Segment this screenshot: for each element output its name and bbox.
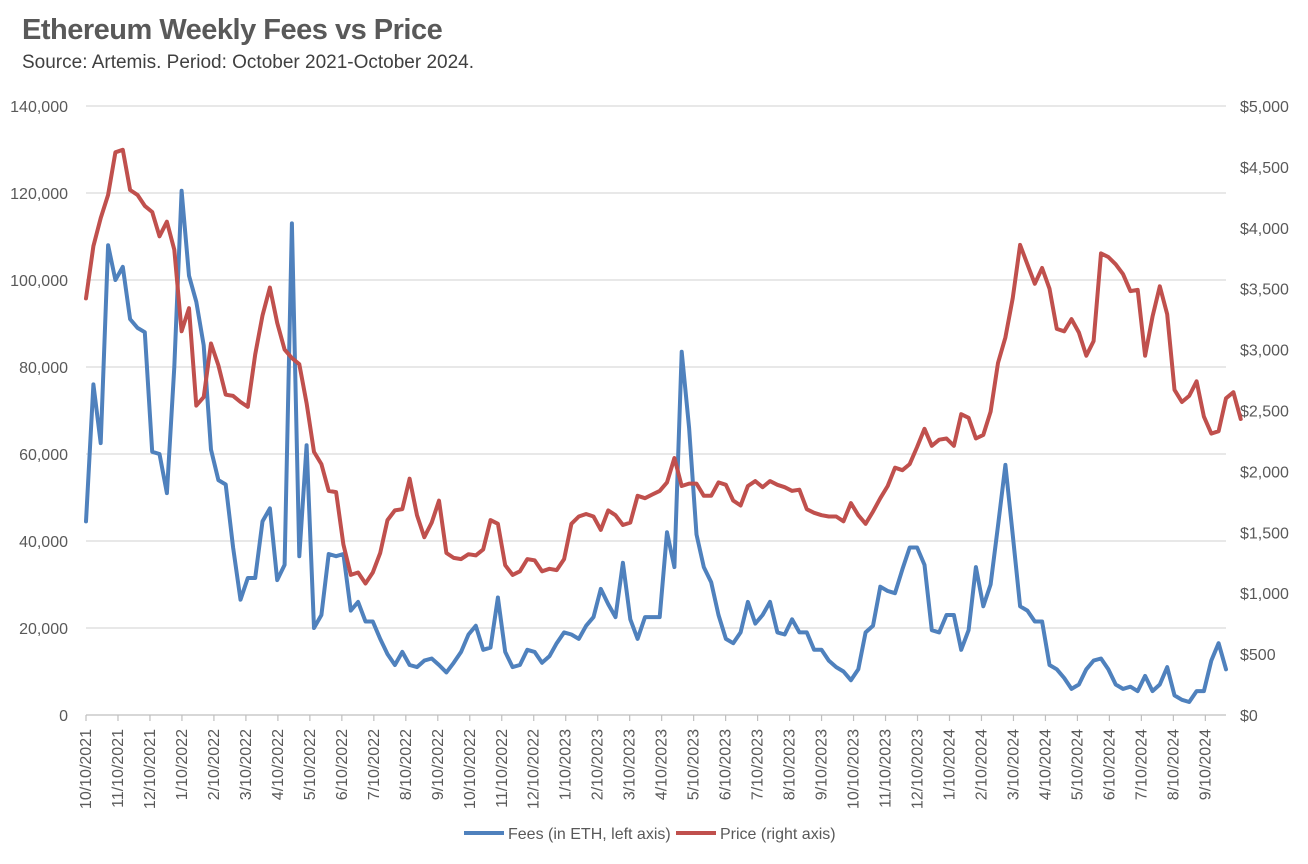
fees-series-line — [84, 188, 1228, 704]
legend: Fees (in ETH, left axis) Price (right axi… — [464, 826, 836, 843]
x-tick-label: 2/10/2024 — [973, 729, 990, 800]
right-tick-label: $2,500 — [1240, 404, 1289, 421]
x-tick-label: 12/10/2021 — [142, 729, 159, 809]
right-axis-ticks: $0 $500 $1,000 $1,500 $2,000 $2,500 $3,000 $3,5… — [1240, 99, 1289, 725]
left-tick-label: 0 — [59, 708, 68, 725]
x-tick-label: 8/10/2022 — [398, 729, 415, 800]
legend-item-price-label: Price (right axis) — [720, 826, 836, 843]
right-tick-label: $1,000 — [1240, 586, 1289, 603]
series-lines — [84, 147, 1243, 704]
left-axis-ticks: 0 20,000 40,000 60,000 80,000 100,000 120,000 1… — [10, 99, 68, 725]
right-tick-label: $1,500 — [1240, 525, 1289, 542]
left-tick-label: 140,000 — [10, 99, 68, 116]
gridlines — [86, 105, 1226, 629]
x-tick-label: 7/10/2024 — [1133, 729, 1150, 800]
x-tick-label: 7/10/2023 — [750, 729, 767, 800]
x-tick-label: 3/10/2023 — [622, 729, 639, 800]
x-tick-label: 3/10/2022 — [238, 729, 255, 800]
x-tick-label: 7/10/2022 — [366, 729, 383, 800]
x-tick-label: 8/10/2024 — [1165, 729, 1182, 800]
right-tick-label: $3,500 — [1240, 282, 1289, 299]
right-tick-label: $3,000 — [1240, 343, 1289, 360]
x-tick-label: 2/10/2023 — [590, 729, 607, 800]
x-tick-label: 4/10/2022 — [270, 729, 287, 800]
right-tick-label: $0 — [1240, 708, 1258, 725]
x-tick-label: 12/10/2022 — [526, 729, 543, 809]
right-tick-label: $4,000 — [1240, 221, 1289, 238]
right-tick-label: $2,000 — [1240, 464, 1289, 481]
chart-subtitle: Source: Artemis. Period: October 2021-Oc… — [22, 52, 475, 73]
left-tick-label: 60,000 — [19, 447, 68, 464]
x-tick-label: 11/10/2021 — [110, 729, 127, 808]
x-tick-label: 10/10/2022 — [462, 729, 479, 809]
x-tick-label: 9/10/2024 — [1197, 729, 1214, 800]
x-tick-label: 11/10/2022 — [494, 729, 511, 808]
x-tick-label: 4/10/2024 — [1037, 729, 1054, 800]
x-tick-label: 11/10/2023 — [878, 729, 895, 808]
x-tick-label: 6/10/2024 — [1101, 729, 1118, 800]
left-tick-label: 40,000 — [19, 534, 68, 551]
left-tick-label: 20,000 — [19, 621, 68, 638]
right-tick-label: $5,000 — [1240, 99, 1289, 116]
x-tick-label: 5/10/2023 — [686, 729, 703, 800]
left-tick-label: 80,000 — [19, 360, 68, 377]
chart-title: Ethereum Weekly Fees vs Price — [22, 14, 443, 46]
x-tick-label: 9/10/2022 — [430, 729, 447, 800]
x-tick-label: 5/10/2022 — [302, 729, 319, 800]
right-tick-label: $500 — [1240, 647, 1276, 664]
x-tick-label: 2/10/2022 — [206, 729, 223, 800]
x-tick-label: 10/10/2021 — [78, 729, 95, 809]
right-tick-label: $4,500 — [1240, 160, 1289, 177]
x-tick-label: 1/10/2022 — [174, 729, 191, 800]
left-tick-label: 120,000 — [10, 186, 68, 203]
x-tick-label: 6/10/2023 — [718, 729, 735, 800]
x-tick-label: 4/10/2023 — [654, 729, 671, 800]
x-tick-label: 3/10/2024 — [1005, 729, 1022, 800]
x-axis-ticks: 10/10/2021 11/10/2021 12/10/2021 1/10/2022 2… — [78, 715, 1214, 809]
x-tick-label: 5/10/2024 — [1069, 729, 1086, 800]
x-tick-label: 8/10/2023 — [782, 729, 799, 800]
price-series-line — [84, 147, 1243, 586]
x-tick-label: 6/10/2022 — [334, 729, 351, 800]
x-tick-label: 1/10/2024 — [941, 729, 958, 800]
x-tick-label: 9/10/2023 — [814, 729, 831, 800]
left-tick-label: 100,000 — [10, 273, 68, 290]
x-tick-label: 12/10/2023 — [910, 729, 927, 809]
x-tick-label: 10/10/2023 — [846, 729, 863, 809]
x-tick-label: 1/10/2023 — [558, 729, 575, 800]
legend-item-fees-label: Fees (in ETH, left axis) — [508, 826, 671, 843]
